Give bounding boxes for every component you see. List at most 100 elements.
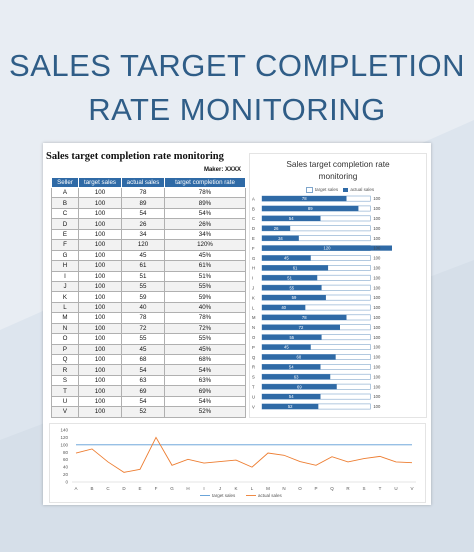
cell-seller[interactable]: J: [51, 280, 79, 293]
cell-actual-sales[interactable]: 54: [121, 364, 165, 376]
cell-actual-sales[interactable]: 51: [121, 270, 165, 282]
table-row: K 100 59 59%: [51, 291, 246, 303]
cell-completion-rate[interactable]: 55%: [164, 333, 246, 345]
cell-completion-rate[interactable]: 40%: [164, 301, 246, 314]
cell-seller[interactable]: P: [51, 343, 79, 356]
cell-actual-sales[interactable]: 34: [121, 228, 165, 241]
cell-actual-sales[interactable]: 40: [121, 301, 165, 314]
cell-completion-rate[interactable]: 45%: [164, 343, 246, 356]
bar-category-label: R: [252, 365, 255, 370]
cell-target-sales[interactable]: 100: [78, 218, 122, 230]
cell-seller[interactable]: L: [51, 301, 79, 314]
cell-seller[interactable]: U: [51, 395, 79, 408]
cell-completion-rate[interactable]: 120%: [164, 239, 246, 251]
cell-seller[interactable]: F: [51, 239, 79, 251]
cell-actual-sales[interactable]: 61: [121, 260, 165, 272]
cell-target-sales[interactable]: 100: [78, 291, 122, 303]
cell-seller[interactable]: E: [51, 228, 79, 241]
table-row: T 100 69 69%: [51, 385, 246, 397]
cell-target-sales[interactable]: 100: [78, 270, 122, 282]
cell-actual-sales[interactable]: 55: [121, 333, 165, 345]
cell-target-sales[interactable]: 100: [78, 364, 122, 376]
cell-actual-sales[interactable]: 59: [121, 291, 165, 303]
header-completion-rate: target completion rate: [164, 177, 246, 188]
cell-seller[interactable]: M: [51, 312, 79, 324]
cell-actual-sales[interactable]: 69: [121, 385, 165, 397]
cell-target-sales[interactable]: 100: [78, 395, 122, 408]
cell-seller[interactable]: H: [51, 260, 79, 272]
cell-completion-rate[interactable]: 61%: [164, 260, 246, 272]
cell-actual-sales[interactable]: 54: [121, 395, 165, 408]
cell-target-sales[interactable]: 100: [78, 186, 122, 199]
cell-actual-sales[interactable]: 89: [121, 197, 165, 209]
cell-target-sales[interactable]: 100: [78, 343, 122, 356]
cell-actual-sales[interactable]: 45: [121, 343, 165, 356]
cell-completion-rate[interactable]: 68%: [164, 353, 246, 366]
cell-completion-rate[interactable]: 69%: [164, 385, 246, 397]
cell-seller[interactable]: I: [51, 270, 79, 282]
cell-completion-rate[interactable]: 55%: [164, 280, 246, 293]
cell-actual-sales[interactable]: 52: [121, 406, 165, 418]
cell-actual-sales[interactable]: 26: [121, 218, 165, 230]
cell-completion-rate[interactable]: 54%: [164, 207, 246, 220]
cell-seller[interactable]: R: [51, 364, 79, 376]
cell-seller[interactable]: K: [51, 291, 79, 303]
cell-completion-rate[interactable]: 54%: [164, 364, 246, 376]
cell-target-sales[interactable]: 100: [78, 406, 122, 418]
cell-completion-rate[interactable]: 54%: [164, 395, 246, 408]
cell-seller[interactable]: B: [51, 197, 79, 209]
cell-seller[interactable]: N: [51, 322, 79, 335]
actual-bar: [262, 225, 291, 231]
cell-completion-rate[interactable]: 89%: [164, 197, 246, 209]
cell-actual-sales[interactable]: 63: [121, 374, 165, 387]
cell-seller[interactable]: S: [51, 374, 79, 387]
cell-completion-rate[interactable]: 78%: [164, 186, 246, 199]
cell-target-sales[interactable]: 100: [78, 312, 122, 324]
cell-completion-rate[interactable]: 78%: [164, 312, 246, 324]
cell-seller[interactable]: V: [51, 406, 79, 418]
cell-target-sales[interactable]: 100: [78, 207, 122, 220]
cell-actual-sales[interactable]: 78: [121, 186, 165, 199]
cell-seller[interactable]: Q: [51, 353, 79, 366]
cell-seller[interactable]: O: [51, 333, 79, 345]
cell-completion-rate[interactable]: 72%: [164, 322, 246, 335]
cell-seller[interactable]: D: [51, 218, 79, 230]
cell-target-sales[interactable]: 100: [78, 239, 122, 251]
cell-completion-rate[interactable]: 34%: [164, 228, 246, 241]
cell-completion-rate[interactable]: 63%: [164, 374, 246, 387]
cell-actual-sales[interactable]: 68: [121, 353, 165, 366]
cell-completion-rate[interactable]: 51%: [164, 270, 246, 282]
cell-target-sales[interactable]: 100: [78, 333, 122, 345]
cell-actual-sales[interactable]: 55: [121, 280, 165, 293]
cell-target-sales[interactable]: 100: [78, 260, 122, 272]
cell-target-sales[interactable]: 100: [78, 322, 122, 335]
cell-completion-rate[interactable]: 45%: [164, 249, 246, 262]
cell-target-sales[interactable]: 100: [78, 353, 122, 366]
table-row: M 100 78 78%: [51, 312, 246, 324]
cell-actual-sales[interactable]: 78: [121, 312, 165, 324]
cell-actual-sales[interactable]: 54: [121, 207, 165, 220]
bar-category-label: C: [252, 216, 255, 221]
cell-target-sales[interactable]: 100: [78, 249, 122, 262]
cell-seller[interactable]: A: [51, 186, 79, 199]
cell-completion-rate[interactable]: 59%: [164, 291, 246, 303]
cell-target-sales[interactable]: 100: [78, 197, 122, 209]
cell-target-sales[interactable]: 100: [78, 374, 122, 387]
cell-completion-rate[interactable]: 26%: [164, 218, 246, 230]
cell-seller[interactable]: T: [51, 385, 79, 397]
cell-target-sales[interactable]: 100: [78, 385, 122, 397]
cell-seller[interactable]: C: [51, 207, 79, 220]
page-title-line1: SALES TARGET COMPLETION: [9, 48, 465, 83]
cell-target-sales[interactable]: 100: [78, 301, 122, 314]
actual-value-label: 54: [289, 365, 294, 370]
target-value-label: 100: [373, 206, 381, 211]
cell-actual-sales[interactable]: 45: [121, 249, 165, 262]
cell-seller[interactable]: G: [51, 249, 79, 262]
cell-target-sales[interactable]: 100: [78, 280, 122, 293]
cell-actual-sales[interactable]: 120: [121, 239, 165, 251]
cell-completion-rate[interactable]: 52%: [164, 406, 246, 418]
cell-target-sales[interactable]: 100: [78, 228, 122, 241]
actual-bar: [262, 354, 336, 360]
actual-value-label: 55: [289, 335, 294, 340]
cell-actual-sales[interactable]: 72: [121, 322, 165, 335]
